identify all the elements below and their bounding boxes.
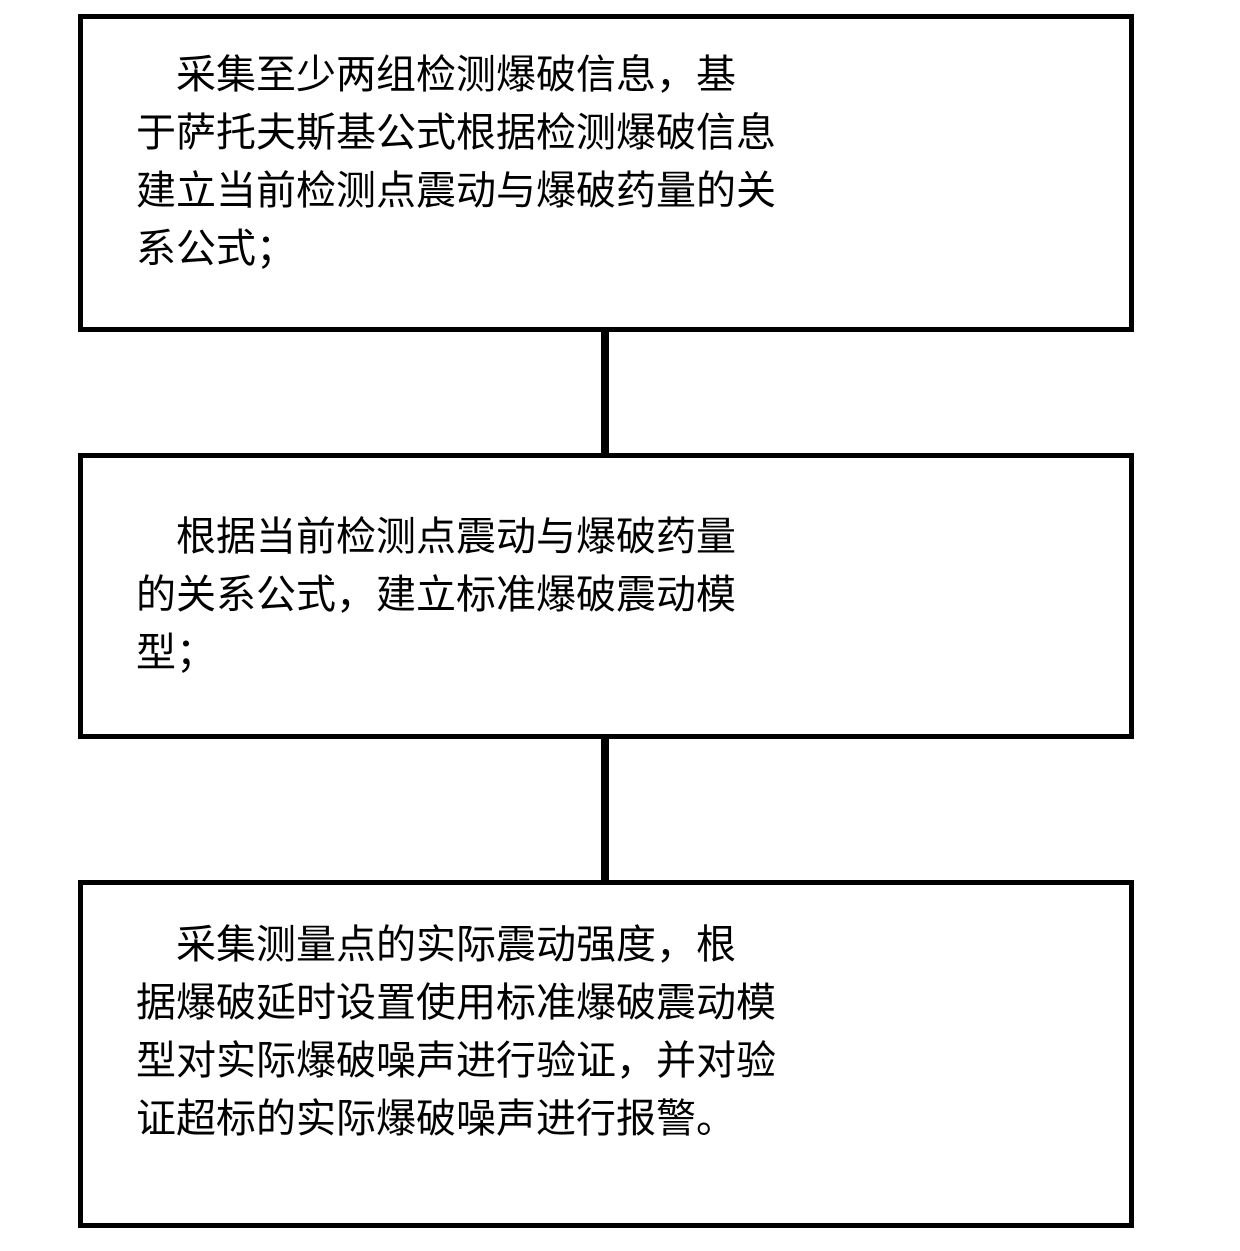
flowchart-step-1-text: 采集至少两组检测爆破信息，基 于萨托夫斯基公式根据检测爆破信息 建立当前检测点震… bbox=[136, 46, 776, 278]
flowchart-step-3-text: 采集测量点的实际震动强度，根 据爆破延时设置使用标准爆破震动模 型对实际爆破噪声… bbox=[136, 916, 776, 1148]
flowchart-canvas: 采集至少两组检测爆破信息，基 于萨托夫斯基公式根据检测爆破信息 建立当前检测点震… bbox=[0, 0, 1240, 1251]
flowchart-connector-1-2 bbox=[601, 332, 609, 453]
flowchart-step-2-text: 根据当前检测点震动与爆破药量 的关系公式，建立标准爆破震动模 型； bbox=[136, 508, 736, 682]
flowchart-connector-2-3 bbox=[601, 739, 609, 880]
